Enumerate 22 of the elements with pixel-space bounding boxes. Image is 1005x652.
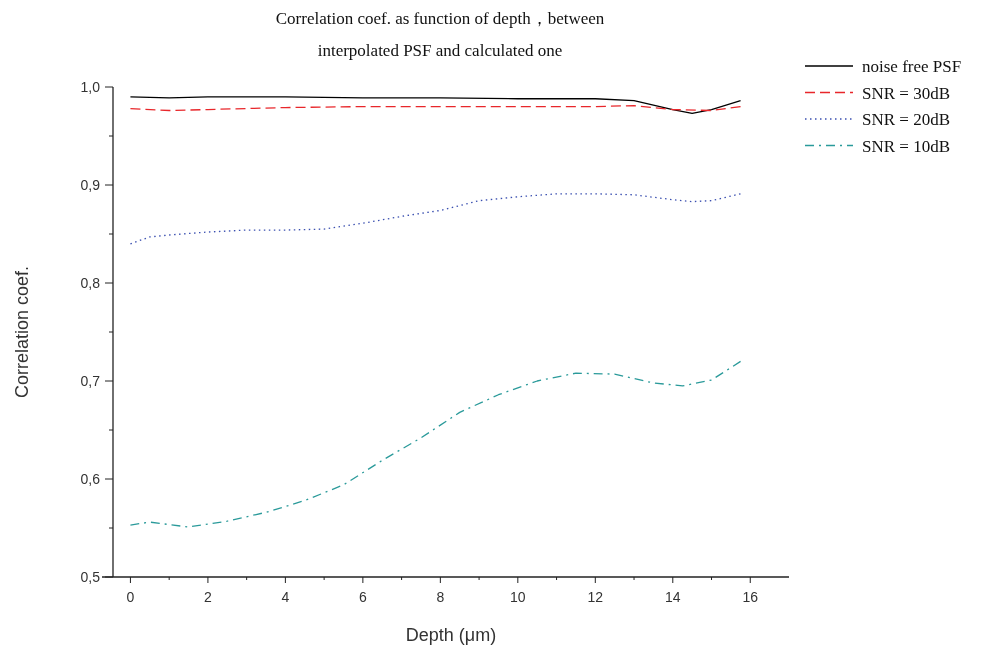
x-tick-label: 10 [510, 589, 526, 605]
x-tick-label: 2 [204, 589, 213, 605]
legend-label: SNR = 30dB [862, 83, 950, 103]
x-tick-label: 16 [742, 589, 759, 605]
x-tick-label: 0 [126, 589, 135, 605]
legend-label: SNR = 20dB [862, 110, 950, 129]
legend-label: SNR = 10dB [862, 136, 950, 156]
y-tick-label: 0,8 [80, 275, 101, 291]
y-tick-label: 0,7 [80, 373, 101, 389]
y-tick-label: 0,5 [80, 569, 101, 585]
x-tick-label: 6 [358, 589, 367, 605]
y-axis-title: Correlation coef. [12, 265, 32, 399]
x-tick-label: 4 [281, 589, 290, 605]
legend-label: noise free PSF [862, 57, 962, 76]
chart-title: Correlation coef. as function of depth，between interpolated PSF and calculated one [275, 9, 605, 60]
x-tick-label: 12 [587, 589, 604, 605]
y-tick-label: 1,0 [80, 79, 101, 95]
x-axis-title: Depth (μm) [405, 625, 497, 645]
x-tick-label: 8 [436, 589, 445, 605]
y-tick-label: 0,9 [80, 177, 101, 193]
y-tick-label: 0,6 [80, 471, 101, 487]
x-tick-label: 14 [664, 589, 681, 605]
